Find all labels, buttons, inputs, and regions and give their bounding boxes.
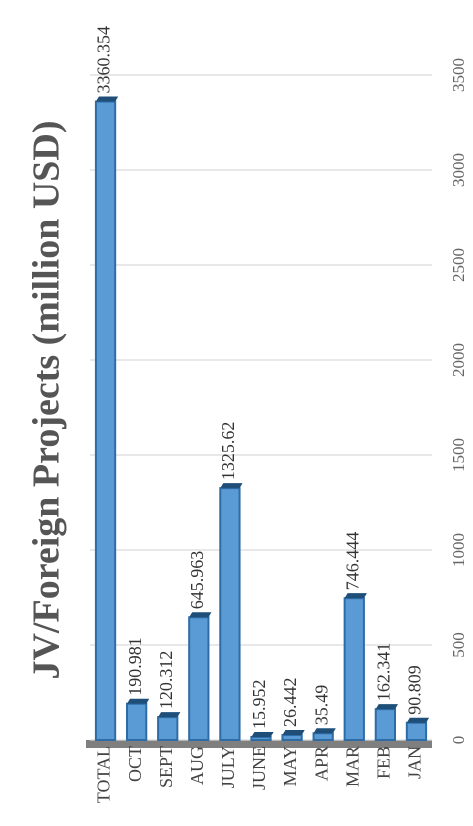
x-tick-label: 1000 — [449, 533, 468, 567]
y-tick-label: JULY — [218, 746, 238, 788]
bar-top — [189, 612, 212, 618]
bar — [281, 733, 303, 741]
bar-top — [95, 96, 119, 102]
bar-top — [251, 731, 274, 737]
y-tick-label: JUNE — [249, 746, 269, 790]
bar-top — [220, 483, 243, 489]
value-label: 26.442 — [280, 677, 300, 727]
bar — [157, 716, 179, 741]
value-label: 3360.354 — [94, 26, 114, 94]
bar — [250, 735, 272, 741]
floor-base — [86, 740, 432, 748]
bar-top — [344, 593, 367, 599]
bar — [343, 597, 365, 741]
bar — [188, 616, 210, 741]
y-tick-label: SEPT — [156, 746, 176, 788]
chart-title: JV/Foreign Projects (million USD) — [26, 120, 68, 679]
bar — [405, 721, 428, 741]
bar — [125, 702, 148, 741]
y-tick-label: OCT — [125, 746, 145, 782]
x-tick-label: 3500 — [449, 58, 468, 92]
bar-top — [406, 717, 430, 723]
y-tick-label: TOTAL — [94, 746, 114, 803]
x-tick-label: 2500 — [449, 248, 468, 282]
value-label: 120.312 — [156, 651, 176, 710]
bar-top — [375, 704, 399, 710]
x-tick-label: 2000 — [449, 343, 468, 377]
value-label: 190.981 — [125, 637, 145, 696]
x-tick-label: 3000 — [449, 153, 468, 187]
y-tick-label: MAY — [280, 746, 300, 786]
bar-top — [158, 712, 181, 718]
y-tick-label: MAR — [342, 746, 362, 787]
bar-top — [282, 729, 305, 735]
value-label: 746.444 — [342, 532, 362, 591]
bar — [94, 100, 117, 741]
chart-body: JV/Foreign Projects (million USD) 0 500 10… — [26, 26, 468, 803]
x-tick-label: 1500 — [449, 438, 468, 472]
bar-top — [313, 728, 336, 734]
x-tick-label: 500 — [449, 632, 468, 658]
bar — [219, 487, 241, 741]
x-tick-label: 0 — [449, 736, 468, 745]
bar-top — [126, 698, 150, 704]
y-tick-label: AUG — [187, 746, 207, 785]
bar — [312, 732, 334, 741]
value-label: 1325.62 — [218, 422, 238, 481]
bar — [374, 708, 397, 741]
value-label: 645.963 — [187, 551, 207, 610]
y-tick-label: JAN — [405, 746, 425, 779]
value-label: 90.809 — [405, 665, 425, 715]
value-label: 35.49 — [311, 685, 331, 726]
value-label: 162.341 — [373, 643, 393, 702]
value-label: 15.952 — [249, 679, 269, 729]
y-tick-label: FEB — [373, 746, 393, 779]
y-tick-label: APR — [311, 746, 331, 781]
